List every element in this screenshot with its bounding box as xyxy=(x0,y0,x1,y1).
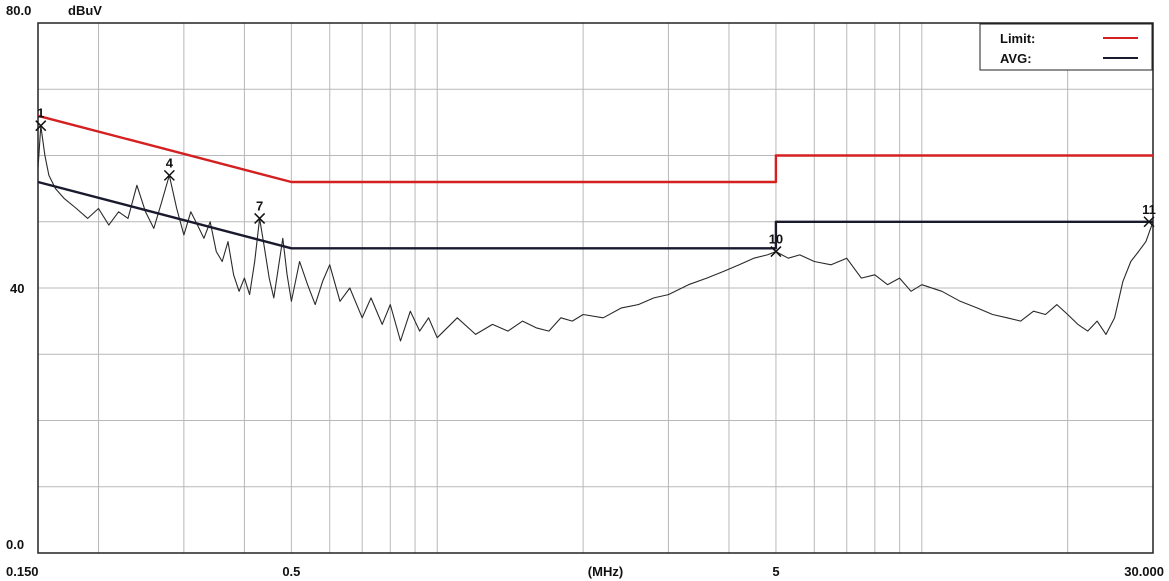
marker-10: 10 xyxy=(769,232,783,258)
legend-box xyxy=(979,23,1153,71)
marker-label: 1 xyxy=(37,106,44,121)
marker-label: 7 xyxy=(256,198,263,213)
x-tick-label: 0.5 xyxy=(282,564,300,579)
marker-1: 1 xyxy=(35,106,47,132)
y-axis-mid-label: 40 xyxy=(10,281,24,296)
marker-label: 11 xyxy=(1142,202,1156,217)
marker-4: 4 xyxy=(163,155,175,181)
marker-cross-b xyxy=(770,246,782,258)
series-line-limit xyxy=(37,114,1153,184)
y-axis-top-label: 80.0 xyxy=(6,3,31,18)
marker-cross-b xyxy=(254,212,266,224)
x-axis-unit: (MHz) xyxy=(588,564,623,579)
marker-7: 7 xyxy=(254,198,266,224)
y-axis-unit: dBuV xyxy=(68,3,102,18)
x-tick-label: 0.150 xyxy=(6,564,39,579)
marker-layer: 1 4 7 10 11 xyxy=(35,106,1156,258)
legend-label-avg: AVG: xyxy=(1000,51,1032,66)
y-axis-bottom-label: 0.0 xyxy=(6,537,24,552)
legend-label-limit: Limit: xyxy=(1000,31,1035,46)
series-line-trace xyxy=(37,125,1154,342)
x-tick-label: 30.000 xyxy=(1124,564,1164,579)
marker-11: 11 xyxy=(1142,202,1156,228)
plot-frame xyxy=(37,22,1154,554)
x-axis-tick-labels: 0.150 0.5 5 30.000 xyxy=(6,564,1164,579)
x-tick-label: 5 xyxy=(772,564,779,579)
marker-label: 10 xyxy=(769,232,783,247)
marker-cross-b xyxy=(163,169,175,181)
marker-label: 4 xyxy=(166,155,174,170)
marker-cross-b xyxy=(1143,216,1155,228)
series-line-avg xyxy=(37,180,1153,250)
marker-cross-b xyxy=(35,120,47,132)
series-layer xyxy=(37,114,1154,342)
legend: Limit: AVG: xyxy=(979,23,1153,71)
